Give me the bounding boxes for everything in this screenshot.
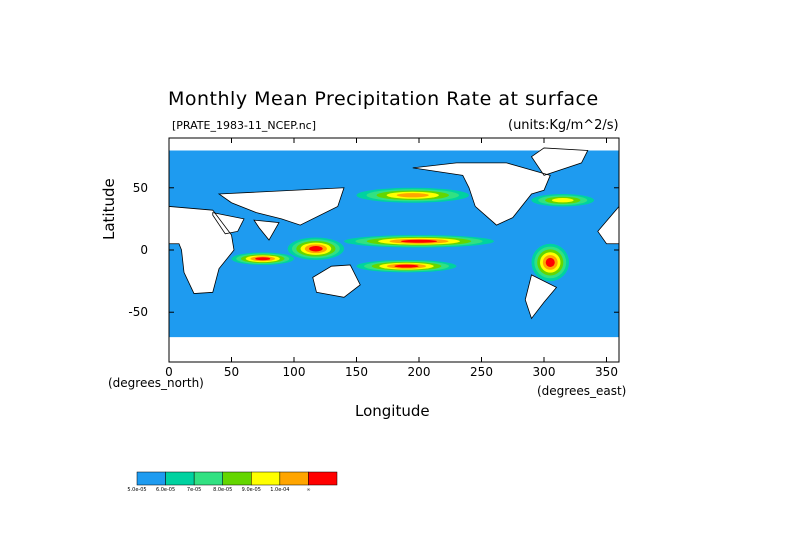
y-tick-label: 50	[132, 180, 148, 195]
x-tick-label: 250	[470, 365, 493, 379]
colorbar-label: ∞	[306, 487, 311, 493]
colorbar-swatch-0	[136, 471, 166, 486]
precip-contour-6-4	[551, 198, 574, 203]
colorbar-swatch-6	[308, 471, 338, 486]
land-region-7	[412, 162, 551, 226]
land-region-2	[597, 206, 619, 244]
colorbar	[136, 471, 338, 486]
x-tick-label: 0	[165, 365, 173, 379]
axis-ticks	[168, 138, 619, 362]
colorbar-label: 1.0e-04	[270, 487, 290, 493]
land-region-5	[219, 187, 344, 226]
y-tick-label: 0	[140, 243, 148, 257]
land-region-9	[531, 147, 588, 176]
precip-contour-5-6	[545, 257, 555, 267]
land-region-4	[254, 220, 279, 241]
colorbar-label: 8.0e-05	[213, 487, 233, 493]
chart-subtitle-units: (units:Kg/m^2/s)	[508, 118, 619, 133]
y-axis-label: Latitude	[100, 178, 118, 240]
coastline-6	[412, 162, 551, 226]
coastlines	[168, 147, 620, 320]
y-tick-label: -50	[128, 305, 148, 320]
precip-contour-1-6	[394, 264, 419, 268]
colorbar-swatch-5	[279, 471, 309, 486]
precip-feature-2	[287, 237, 344, 260]
precip-feature-3	[231, 252, 294, 265]
colorbar-swatch-3	[222, 471, 252, 486]
coastline-5	[312, 264, 361, 298]
precip-feature-4	[356, 187, 469, 203]
x-tick-label: 50	[223, 365, 240, 379]
x-tick-label: 300	[532, 365, 556, 379]
land-region-0	[169, 337, 619, 362]
precip-contour-2-6	[309, 246, 323, 252]
precip-contour-4-5	[396, 193, 429, 198]
precip-feature-0	[344, 235, 494, 248]
land-region-3	[212, 212, 244, 234]
x-axis-label: Longitude	[355, 402, 430, 420]
precipitation-field	[231, 187, 594, 282]
coastline-7	[524, 274, 558, 320]
colorbar-label: 6.0e-05	[155, 487, 176, 493]
x-tick-label: 200	[407, 365, 431, 379]
colorbar-label: 7e-05	[186, 487, 202, 493]
precip-contour-0-6	[400, 239, 438, 243]
colorbar-swatch-4	[251, 471, 281, 486]
precip-feature-1	[356, 259, 457, 273]
chart-subtitle-file: [PRATE_1983-11_NCEP.nc]	[172, 119, 317, 132]
x-unit-label: (degrees_east)	[537, 384, 627, 398]
precip-feature-6	[531, 194, 594, 207]
x-tick-label: 100	[282, 365, 306, 379]
coastline-4	[217, 187, 345, 226]
precip-contour-3-6	[255, 257, 271, 261]
coastline-8	[530, 147, 589, 176]
land-region-10	[169, 138, 619, 151]
coastline-0	[168, 206, 235, 294]
colorbar-swatch-2	[193, 471, 223, 486]
coastline-3	[253, 219, 280, 241]
x-tick-label: 150	[345, 365, 368, 379]
colorbar-label: 5.0e-05	[127, 487, 147, 493]
chart-title: Monthly Mean Precipitation Rate at surfa…	[168, 88, 599, 110]
precip-feature-5	[531, 243, 569, 282]
land-region-8	[525, 274, 557, 319]
y-unit-label: (degrees_north)	[108, 376, 204, 390]
land-region-1	[169, 206, 234, 294]
colorbar-label: 9.0e-05	[241, 487, 261, 493]
x-tick-label: 350	[595, 365, 618, 379]
coastline-2	[212, 212, 245, 235]
colorbar-swatch-1	[165, 471, 195, 486]
land-missing-regions	[169, 138, 619, 362]
land-region-6	[312, 264, 361, 298]
